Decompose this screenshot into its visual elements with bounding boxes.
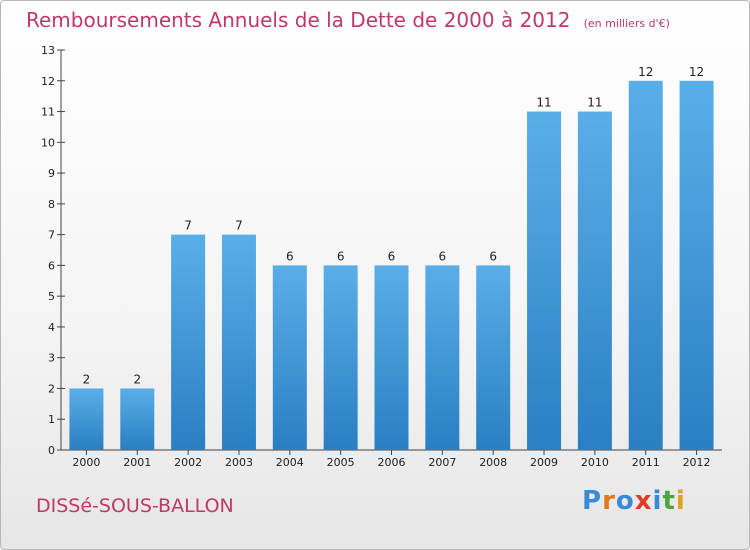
logo-letter: i	[652, 486, 663, 516]
x-tick-label: 2007	[428, 456, 456, 469]
bar-value-label: 12	[689, 65, 704, 79]
bar	[577, 111, 612, 451]
bar	[425, 265, 460, 450]
bar	[69, 388, 104, 450]
x-tick-label: 2000	[72, 456, 100, 469]
bar-value-label: 6	[439, 249, 447, 263]
logo-letter: x	[634, 486, 653, 516]
bar-value-label: 2	[133, 372, 141, 386]
x-tick-label: 2001	[123, 456, 151, 469]
bar-value-label: 6	[286, 249, 294, 263]
bar-value-label: 11	[536, 96, 551, 110]
y-tick-label: 7	[48, 229, 55, 242]
bar	[221, 234, 256, 450]
y-tick-label: 8	[48, 198, 55, 211]
x-tick-label: 2004	[276, 456, 304, 469]
bar-value-label: 2	[83, 372, 91, 386]
logo-letter: i	[675, 486, 686, 516]
y-tick-label: 3	[48, 352, 55, 365]
bar	[272, 265, 307, 450]
bar-value-label: 11	[587, 96, 602, 110]
proxiti-logo: Proxiti	[582, 486, 686, 516]
bar	[628, 80, 663, 451]
bar-value-label: 7	[235, 219, 243, 233]
x-tick-label: 2003	[225, 456, 253, 469]
bar	[171, 234, 206, 450]
bar	[323, 265, 358, 450]
bar	[120, 388, 155, 450]
y-tick-label: 0	[48, 444, 55, 457]
chart-title-unit: (en milliers d'€)	[583, 17, 670, 30]
bar-value-label: 6	[337, 249, 345, 263]
bar	[374, 265, 409, 450]
y-tick-label: 9	[48, 167, 55, 180]
y-tick-label: 6	[48, 259, 55, 272]
chart-title: Remboursements Annuels de la Dette de 20…	[26, 8, 670, 32]
bar	[476, 265, 511, 450]
x-tick-label: 2012	[683, 456, 711, 469]
bar	[679, 80, 714, 451]
commune-name: DISSé-SOUS-BALLON	[36, 495, 234, 517]
x-tick-label: 2009	[530, 456, 558, 469]
bar-value-label: 12	[638, 65, 653, 79]
y-tick-label: 10	[41, 136, 55, 149]
logo-letter: o	[615, 486, 635, 516]
y-tick-label: 1	[48, 413, 55, 426]
logo-letter: r	[602, 486, 616, 516]
x-tick-label: 2011	[632, 456, 660, 469]
bar	[527, 111, 562, 451]
bar-value-label: 6	[388, 249, 396, 263]
logo-letter: P	[582, 486, 603, 516]
bar-value-label: 7	[184, 219, 192, 233]
x-tick-label: 2008	[479, 456, 507, 469]
y-tick-label: 5	[48, 290, 55, 303]
y-tick-label: 12	[41, 75, 55, 88]
chart-title-main: Remboursements Annuels de la Dette de 20…	[26, 8, 571, 32]
y-tick-label: 13	[41, 44, 55, 57]
x-tick-label: 2002	[174, 456, 202, 469]
x-tick-label: 2006	[378, 456, 406, 469]
x-tick-label: 2005	[327, 456, 355, 469]
x-tick-label: 2010	[581, 456, 609, 469]
logo-letter: t	[662, 486, 676, 516]
y-tick-label: 11	[41, 106, 55, 119]
bar-value-label: 6	[489, 249, 497, 263]
y-tick-label: 2	[48, 382, 55, 395]
y-tick-label: 4	[48, 321, 55, 334]
